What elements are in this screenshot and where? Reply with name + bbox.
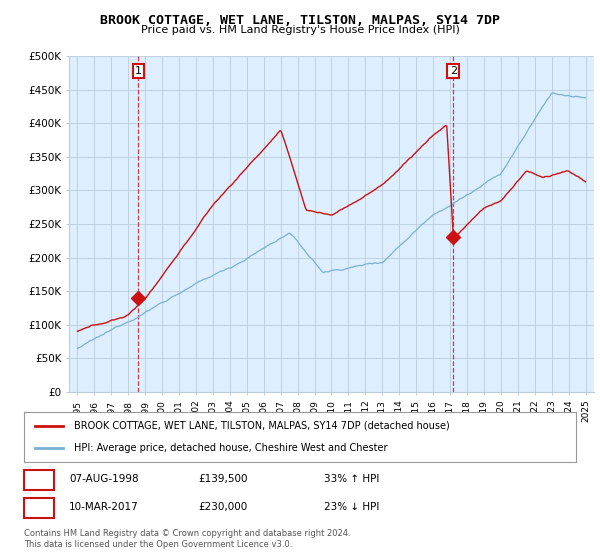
Text: Price paid vs. HM Land Registry's House Price Index (HPI): Price paid vs. HM Land Registry's House …	[140, 25, 460, 35]
Text: Contains HM Land Registry data © Crown copyright and database right 2024.
This d: Contains HM Land Registry data © Crown c…	[24, 529, 350, 549]
Text: 2: 2	[450, 66, 457, 76]
Text: 1: 1	[35, 474, 43, 484]
Text: BROOK COTTAGE, WET LANE, TILSTON, MALPAS, SY14 7DP (detached house): BROOK COTTAGE, WET LANE, TILSTON, MALPAS…	[74, 421, 449, 431]
Text: BROOK COTTAGE, WET LANE, TILSTON, MALPAS, SY14 7DP: BROOK COTTAGE, WET LANE, TILSTON, MALPAS…	[100, 14, 500, 27]
Text: £230,000: £230,000	[198, 502, 247, 512]
Text: 2: 2	[35, 502, 43, 512]
Text: 1: 1	[135, 66, 142, 76]
Text: 23% ↓ HPI: 23% ↓ HPI	[324, 502, 379, 512]
Text: 10-MAR-2017: 10-MAR-2017	[69, 502, 139, 512]
Text: £139,500: £139,500	[198, 474, 248, 484]
Text: HPI: Average price, detached house, Cheshire West and Chester: HPI: Average price, detached house, Ches…	[74, 443, 387, 453]
Text: 07-AUG-1998: 07-AUG-1998	[69, 474, 139, 484]
Text: 33% ↑ HPI: 33% ↑ HPI	[324, 474, 379, 484]
